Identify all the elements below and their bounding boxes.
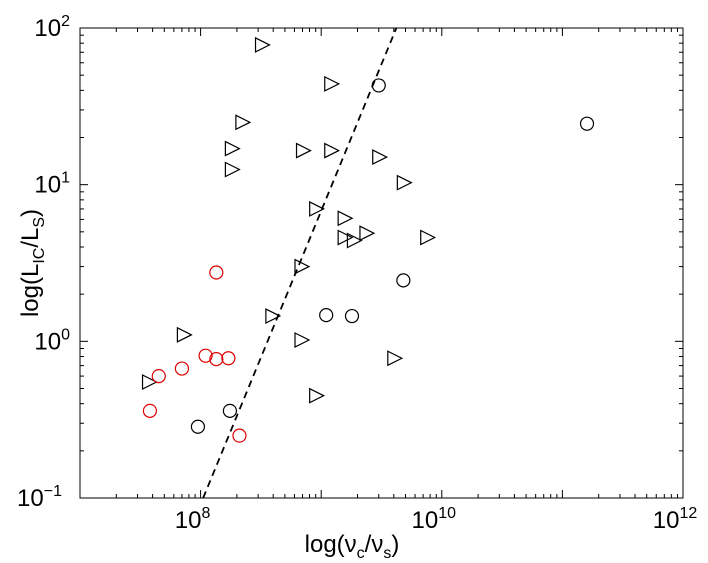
data-point-triangle: [294, 258, 311, 275]
data-point-triangle: [324, 75, 341, 92]
data-point-triangle: [294, 332, 311, 348]
data-point-triangle: [337, 210, 354, 227]
data-point-circle-black: [396, 273, 411, 288]
data-point-triangle: [387, 350, 404, 367]
data-point-triangle: [372, 149, 389, 166]
data-point-triangle: [309, 200, 326, 217]
data-point-triangle: [420, 229, 437, 246]
data-point-circle-black: [579, 116, 595, 131]
plot-area: [79, 27, 684, 499]
data-point-circle-red: [221, 351, 236, 366]
x-tick-label: 1012: [653, 505, 698, 534]
data-point-triangle: [359, 225, 376, 242]
data-point-triangle: [235, 114, 252, 131]
x-axis-label: log(νc/νs): [305, 531, 400, 562]
data-point-circle-red: [142, 403, 158, 418]
data-point-circle-red: [198, 348, 213, 363]
data-point-circle-black: [222, 403, 238, 418]
data-point-triangle: [295, 142, 312, 159]
data-point-circle-red: [232, 428, 247, 443]
x-tick-label: 108: [175, 505, 211, 534]
data-point-circle-red: [174, 361, 190, 376]
data-point-triangle: [324, 142, 341, 159]
data-point-triangle: [309, 387, 326, 404]
y-tick-label: 102: [34, 13, 70, 42]
data-point-circle-red: [209, 352, 224, 367]
data-point-circle-black: [371, 78, 386, 93]
x-tick-label: 1010: [412, 505, 457, 534]
y-tick-label: 100: [34, 326, 70, 355]
data-point-triangle: [224, 161, 241, 178]
data-point-circle-black: [319, 308, 334, 323]
y-tick-label: 101: [34, 170, 70, 199]
data-point-circle-red: [151, 368, 166, 384]
data-points: [141, 36, 595, 443]
data-point-triangle: [265, 308, 282, 325]
data-point-triangle: [396, 174, 413, 191]
data-point-triangle: [224, 140, 241, 157]
dashed-reference-line: [202, 27, 398, 499]
data-point-circle-black: [344, 308, 360, 324]
data-point-triangle: [176, 326, 193, 343]
data-point-triangle: [141, 374, 158, 390]
data-point-circle-red: [209, 265, 224, 280]
data-point-triangle: [346, 232, 363, 249]
axis-ticks: 108 1010 1012 10−1 100 101 102: [17, 13, 697, 534]
reference-line-layer: [202, 27, 398, 499]
data-point-triangle: [254, 36, 271, 53]
data-point-triangle: [337, 229, 354, 246]
y-tick-label: 10−1: [17, 483, 62, 512]
y-axis-label: log(LIC/LS): [17, 209, 48, 317]
data-point-circle-black: [190, 419, 206, 434]
